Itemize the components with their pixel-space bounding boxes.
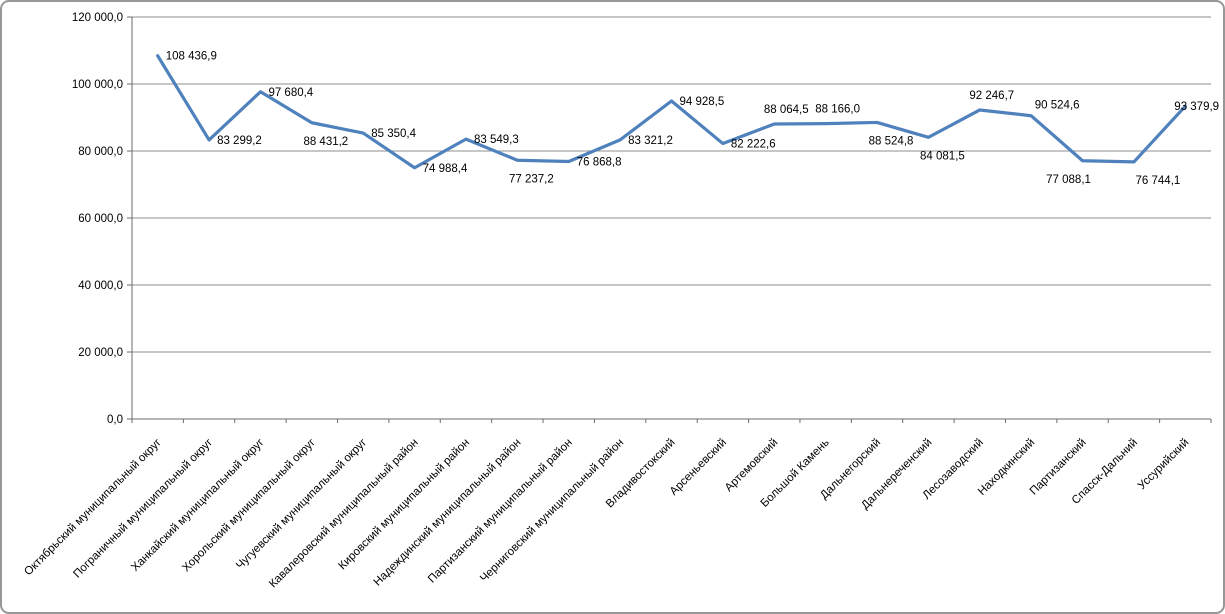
y-tick-label: 100 000,0 — [72, 79, 123, 91]
data-series-line — [156, 54, 1187, 170]
data-point-label: 85 350,4 — [371, 128, 416, 140]
data-point-label: 76 868,8 — [577, 156, 622, 168]
data-point-label: 88 524,8 — [869, 135, 914, 147]
data-point-label: 83 321,2 — [628, 135, 673, 147]
data-point-label: 90 524,6 — [1035, 100, 1080, 112]
y-tick-label: 80 000,0 — [78, 146, 123, 158]
category-label: Уссурийский — [1136, 437, 1192, 493]
data-point-label: 88 166,0 — [815, 104, 860, 116]
y-tick-label: 20 000,0 — [78, 347, 123, 359]
y-tick-label: 40 000,0 — [78, 280, 123, 292]
data-point-label: 88 431,2 — [303, 136, 348, 148]
data-point-label: 93 379,9 — [1174, 101, 1219, 113]
category-label: Арсеньевский — [668, 437, 729, 498]
data-point-label: 76 744,1 — [1136, 175, 1181, 187]
category-label: Артемовский — [723, 437, 780, 494]
data-point-label: 84 081,5 — [920, 150, 965, 162]
data-point-label: 74 988,4 — [423, 163, 468, 175]
y-tick-label: 60 000,0 — [78, 213, 123, 225]
y-tick-label: 0,0 — [107, 414, 123, 426]
data-point-label: 108 436,9 — [166, 51, 217, 63]
data-point-label: 82 222,6 — [731, 139, 776, 151]
data-point-label: 83 549,3 — [474, 134, 519, 146]
y-tick-label: 120 000,0 — [72, 12, 123, 24]
data-point-label: 88 064,5 — [764, 104, 809, 116]
data-point-label: 83 299,2 — [217, 135, 262, 147]
data-point-label: 97 680,4 — [268, 87, 313, 99]
data-point-label: 77 237,2 — [509, 173, 554, 185]
data-point-label: 92 246,7 — [969, 90, 1014, 102]
data-point-label: 77 088,1 — [1046, 174, 1091, 186]
data-point-label: 94 928,5 — [680, 96, 725, 108]
